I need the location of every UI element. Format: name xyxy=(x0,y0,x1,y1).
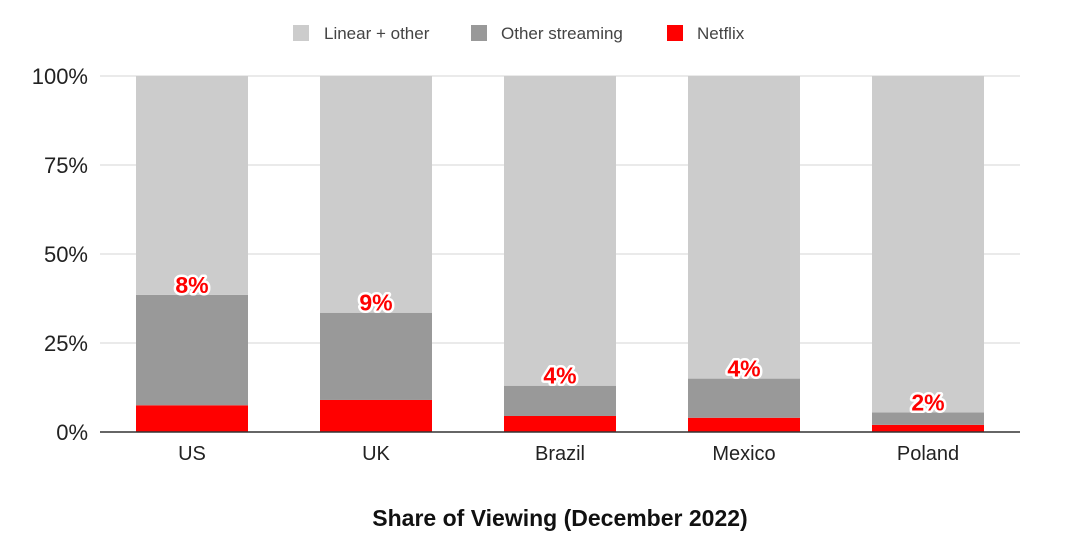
data-label-poland: 2% xyxy=(911,389,944,415)
category-label-us: US xyxy=(178,443,206,465)
bar-us-other-streaming xyxy=(136,294,248,406)
y-tick-label-75: 75% xyxy=(44,153,88,178)
bar-uk-other-streaming xyxy=(320,312,432,400)
category-label-mexico: Mexico xyxy=(712,443,775,465)
legend-label-linear: Linear + other xyxy=(324,24,430,43)
bar-mexico-other-streaming xyxy=(688,378,800,418)
legend-swatch-other-streaming xyxy=(471,25,487,41)
category-labels: US UK Brazil Mexico Poland xyxy=(178,443,959,465)
y-axis-ticks: 0% 25% 50% 75% 100% xyxy=(32,64,88,445)
bar-brazil-netflix xyxy=(504,415,616,432)
bars xyxy=(136,76,984,432)
data-label-mexico: 4% xyxy=(727,356,760,382)
category-label-brazil: Brazil xyxy=(535,443,585,465)
data-label-brazil: 4% xyxy=(543,363,576,389)
y-tick-label-0: 0% xyxy=(56,420,88,445)
y-tick-label-50: 50% xyxy=(44,242,88,267)
category-label-poland: Poland xyxy=(897,443,959,465)
bar-poland-netflix xyxy=(872,424,984,432)
bar-poland-linear-other xyxy=(872,76,984,413)
legend-swatch-netflix xyxy=(667,25,683,41)
legend-label-other-streaming: Other streaming xyxy=(501,24,623,43)
data-labels: 8% 9% 4% 4% 2% xyxy=(173,269,947,417)
bar-us-linear-other xyxy=(136,76,248,295)
y-tick-label-100: 100% xyxy=(32,64,88,89)
category-label-uk: UK xyxy=(362,443,390,465)
bar-uk-linear-other xyxy=(320,76,432,313)
bar-brazil-linear-other xyxy=(504,76,616,386)
y-tick-label-25: 25% xyxy=(44,331,88,356)
bar-brazil-other-streaming xyxy=(504,385,616,416)
bar-mexico-linear-other xyxy=(688,76,800,379)
x-axis-title: Share of Viewing (December 2022) xyxy=(372,505,747,531)
bar-us-netflix xyxy=(136,405,248,432)
bar-poland-other-streaming xyxy=(872,412,984,425)
data-label-uk: 9% xyxy=(359,290,392,316)
bar-uk-netflix xyxy=(320,399,432,432)
bar-mexico-netflix xyxy=(688,417,800,432)
legend-label-netflix: Netflix xyxy=(697,24,745,43)
legend-swatch-linear xyxy=(293,25,309,41)
legend: Linear + other Other streaming Netflix xyxy=(293,24,745,43)
data-label-us: 8% xyxy=(175,272,208,298)
